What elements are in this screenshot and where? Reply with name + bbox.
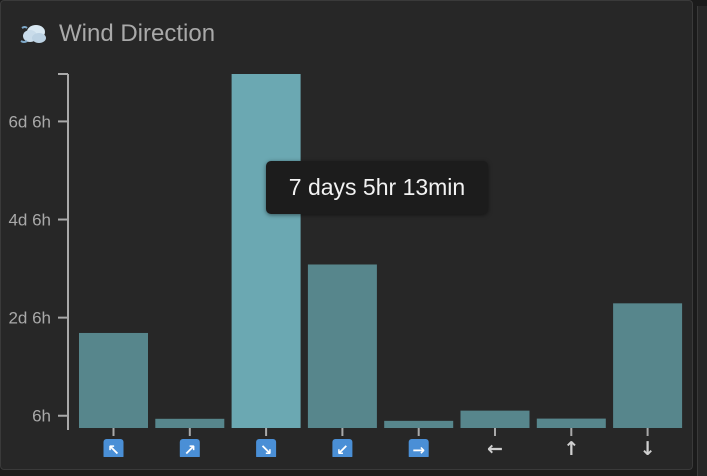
y-tick-label: 6d 6h: [8, 112, 51, 131]
wind-direction-card: Wind Direction 6h 2d 6h 4d 6h 6d 6h ↖ ↗ ↘ ↙ → ← ↑ ↓…: [0, 0, 693, 470]
arrow-down-left-icon-bg: [332, 439, 353, 457]
bar[interactable]: [460, 410, 530, 428]
arrow-up-right-icon: ↗: [184, 441, 197, 457]
arrow-down-icon: ↓: [640, 438, 656, 457]
bar[interactable]: [231, 74, 301, 428]
card-header: Wind Direction: [19, 19, 215, 49]
bar[interactable]: [155, 418, 225, 428]
arrow-down-left-icon: ↙: [336, 441, 349, 457]
adjacent-card-edge: [697, 6, 707, 476]
bar[interactable]: [79, 332, 148, 428]
bar[interactable]: [307, 264, 377, 428]
chart-tooltip: 7 days 5hr 13min: [266, 161, 488, 214]
arrow-right-icon-bg: [408, 439, 429, 457]
arrow-up-left-icon-bg: [103, 439, 124, 457]
arrow-down-right-icon: ↘: [260, 441, 273, 457]
y-tick-label: 6h: [32, 407, 51, 426]
arrow-down-right-icon-bg: [256, 439, 277, 457]
arrow-up-left-icon: ↖: [107, 441, 120, 457]
arrow-up-icon: ↑: [563, 438, 579, 457]
y-tick-label: 2d 6h: [8, 309, 51, 328]
card-title: Wind Direction: [59, 20, 216, 47]
arrow-left-icon: ←: [487, 438, 503, 457]
bar[interactable]: [536, 418, 606, 428]
arrow-right-icon: →: [412, 441, 425, 457]
wind-cloud-icon: [20, 25, 46, 43]
wind-direction-chart: 6h 2d 6h 4d 6h 6d 6h ↖ ↗ ↘ ↙ → ← ↑ ↓: [8, 73, 683, 457]
y-tick-label: 4d 6h: [8, 211, 51, 230]
bar[interactable]: [384, 420, 454, 428]
bar[interactable]: [613, 303, 683, 428]
arrow-up-right-icon-bg: [179, 439, 200, 457]
